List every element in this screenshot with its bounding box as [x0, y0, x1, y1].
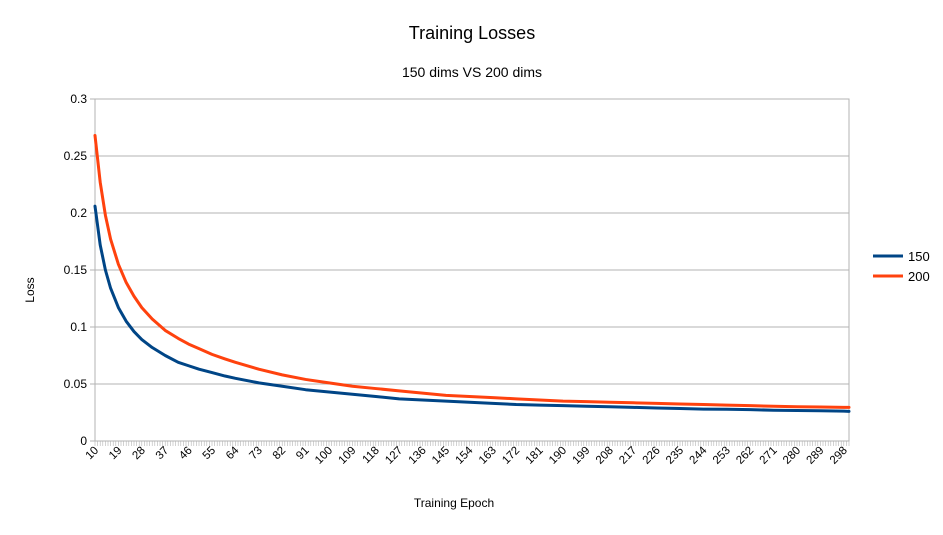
x-axis-title: Training Epoch — [414, 496, 494, 510]
y-axis: 0 0.05 0.1 0.15 0.2 0.25 0.3 — [64, 92, 95, 448]
y-axis-title: Loss — [23, 277, 37, 302]
y-tick-label: 0.1 — [70, 320, 87, 334]
chart-title: Training Losses — [409, 23, 535, 43]
series-line-150 — [93, 204, 851, 413]
legend-label-150: 150 — [908, 249, 930, 264]
chart-subtitle: 150 dims VS 200 dims — [402, 64, 542, 80]
y-tick-label: 0.2 — [70, 206, 87, 220]
y-tick-label: 0.3 — [70, 92, 87, 106]
legend-label-200: 200 — [908, 269, 930, 284]
series-line-200 — [93, 133, 851, 409]
y-tick-label: 0.15 — [64, 263, 88, 277]
y-tick-label: 0 — [80, 434, 87, 448]
y-tick-label: 0.05 — [64, 377, 88, 391]
series-lines — [93, 133, 851, 413]
y-tick-label: 0.25 — [64, 149, 88, 163]
